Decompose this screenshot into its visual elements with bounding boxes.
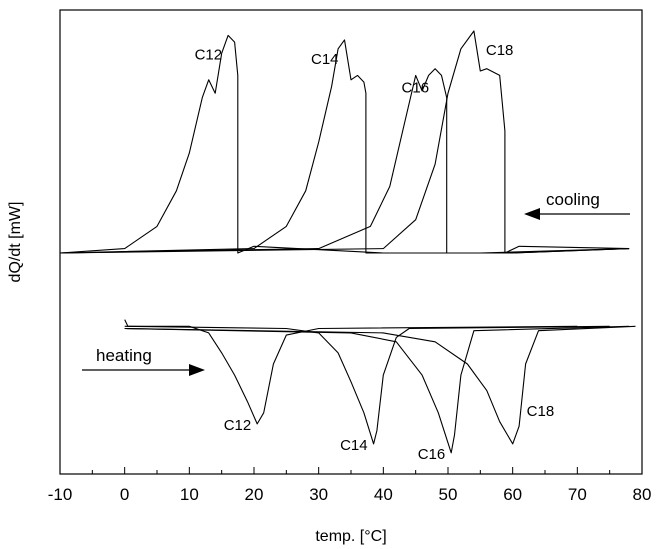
series-heating-c18 [124, 325, 636, 445]
y-axis-title: dQ/dt [mW] [7, 202, 24, 283]
series-heating-c16 [124, 325, 630, 454]
series-labels: C12 C14 C16 C18 C12 C14 C16 C18 [195, 42, 555, 463]
x-tick-label: 30 [309, 485, 328, 504]
x-axis-title: temp. [°C] [315, 528, 386, 545]
series-label-heating-c14: C14 [340, 437, 368, 454]
x-tick-label: 10 [180, 485, 199, 504]
cooling-annotation: cooling [524, 190, 630, 220]
series-label-cooling-c16: C16 [402, 80, 430, 97]
series-cooling-c18 [59, 30, 630, 254]
series-cooling-c14 [59, 39, 630, 254]
series-heating-c12 [124, 319, 578, 425]
series-label-heating-c16: C16 [418, 446, 446, 463]
series-cooling-c12 [59, 34, 630, 254]
series-label-cooling-c18: C18 [486, 42, 514, 59]
x-tick-label: -10 [48, 485, 73, 504]
series-label-heating-c12: C12 [224, 417, 252, 434]
series-cooling-c16 [59, 68, 630, 254]
heating-annotation: heating [82, 346, 205, 376]
x-tick-label: 60 [503, 485, 522, 504]
x-tick-label: 50 [439, 485, 458, 504]
x-tick-label: 70 [568, 485, 587, 504]
series-label-cooling-c12: C12 [195, 46, 223, 63]
cooling-arrowhead [524, 208, 540, 220]
series-heating-c14 [124, 325, 610, 445]
x-tick-label: 80 [633, 485, 652, 504]
x-tick-label: 0 [120, 485, 129, 504]
x-tick-label: 20 [245, 485, 264, 504]
heating-arrowhead [189, 364, 205, 376]
x-tick-label: 40 [374, 485, 393, 504]
series-label-heating-c18: C18 [527, 403, 555, 420]
heating-label: heating [96, 346, 152, 365]
cooling-label: cooling [546, 190, 600, 209]
x-ticks: -10 0 10 20 30 40 50 60 70 80 [48, 467, 652, 504]
series-label-cooling-c14: C14 [311, 51, 339, 68]
series-lines [59, 30, 636, 454]
